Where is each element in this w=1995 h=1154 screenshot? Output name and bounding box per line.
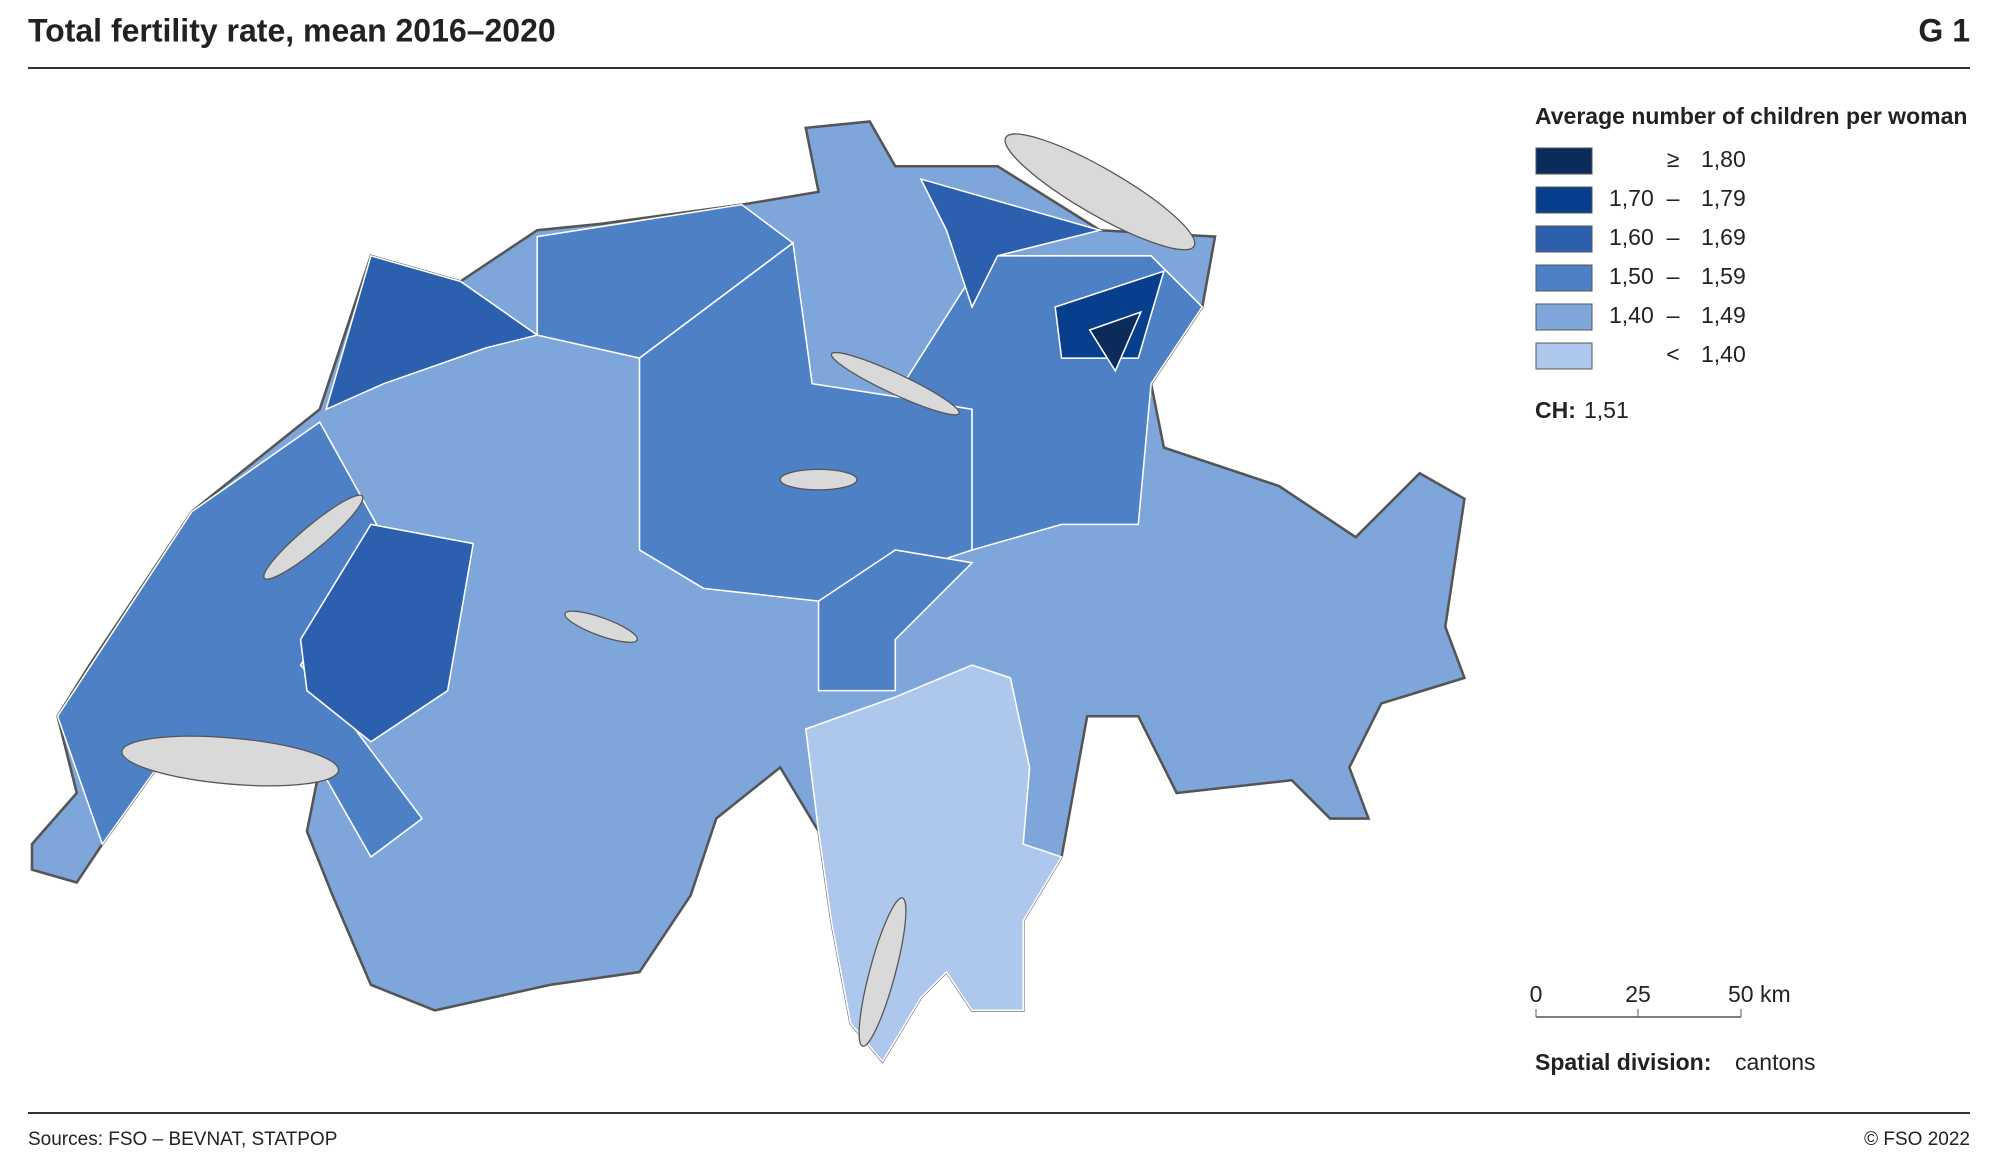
legend-label: 1,50 [1609,263,1654,289]
region [817,549,974,692]
region [1054,269,1166,359]
legend-swatch [1535,303,1593,331]
region [1088,310,1143,373]
lake [858,897,907,1047]
lake [121,735,340,787]
legend-swatch [1535,264,1593,292]
lake [1004,133,1196,251]
region [919,177,1103,309]
scale-label: 50 km [1728,981,1791,1007]
legend-label: – [1667,302,1680,328]
scale-label: 0 [1530,981,1543,1007]
graphic-label: G 1 [1918,12,1970,48]
sources: Sources: FSO – BEVNAT, STATPOP [28,1129,337,1150]
legend-label: – [1667,224,1680,250]
legend: ≥1,801,70–1,791,60–1,691,50–1,591,40–1,4… [1535,146,1746,370]
legend-label: 1,59 [1701,263,1746,289]
region [299,523,475,743]
legend-label: 1,40 [1609,302,1654,328]
legend-swatch [1535,186,1593,214]
region [804,664,1063,1063]
legend-swatch [1535,342,1593,370]
legend-label: 1,80 [1701,146,1746,172]
lake [779,468,858,491]
lake [263,494,364,580]
legend-title: Average number of children per woman [1535,103,1967,129]
legend-label: 1,40 [1701,341,1746,367]
national-value: 1,51 [1584,397,1629,423]
national-label: CH: [1535,397,1576,423]
spatial-label: Spatial division: [1535,1049,1711,1075]
legend-label: 1,60 [1609,224,1654,250]
lake [564,610,638,643]
legend-label: < [1666,341,1679,367]
legend-label: 1,70 [1609,185,1654,211]
scale-label: 25 [1625,981,1651,1007]
title: Total fertility rate, mean 2016–2020 [28,12,556,48]
legend-label: – [1667,263,1680,289]
map [30,120,1467,1064]
legend-swatch [1535,225,1593,253]
spatial-value: cantons [1735,1049,1816,1075]
legend-swatch [1535,147,1593,175]
lake [830,351,960,416]
legend-label: 1,69 [1701,224,1746,250]
legend-label: 1,49 [1701,302,1746,328]
legend-label: – [1667,185,1680,211]
copyright: © FSO 2022 [1864,1129,1970,1150]
legend-label: 1,79 [1701,185,1746,211]
legend-label: ≥ [1667,146,1680,172]
